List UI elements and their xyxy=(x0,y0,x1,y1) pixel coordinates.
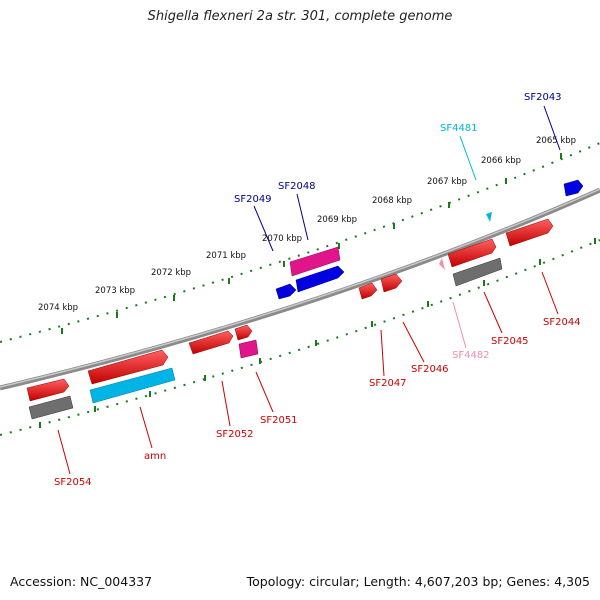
gene-sf2048 xyxy=(295,265,345,293)
genome-backbone xyxy=(0,187,600,391)
scale-label-2066: 2066 kbp xyxy=(481,156,521,166)
gene-sf2052 xyxy=(188,330,234,355)
label-sf2051: SF2051 xyxy=(260,415,298,426)
leader-sf2052 xyxy=(221,380,231,427)
scale-label-2069: 2069 kbp xyxy=(317,215,357,225)
gene-sf2047 xyxy=(358,282,378,300)
gene-sf2046 xyxy=(380,273,403,293)
scale-label-2068: 2068 kbp xyxy=(372,196,412,206)
gene-sf2044 xyxy=(505,218,554,247)
leader-sf2048 xyxy=(296,193,309,241)
leader-sf2044 xyxy=(541,271,559,315)
leader-sf2046 xyxy=(402,321,425,363)
gene-sf2045 xyxy=(447,238,497,268)
label-sf2044: SF2044 xyxy=(543,317,581,328)
gene-sf2054 xyxy=(26,378,70,402)
label-sf2049: SF2049 xyxy=(234,194,272,205)
scale-label-2065: 2065 kbp xyxy=(536,136,576,146)
topology-text: Topology: circular; Length: 4,607,203 bp… xyxy=(246,574,590,589)
label-sf2043: SF2043 xyxy=(524,92,562,103)
leader-sf2054 xyxy=(57,429,71,475)
leader-sf4481 xyxy=(459,135,477,181)
scale-label-2072: 2072 kbp xyxy=(151,268,191,278)
label-sf4482: SF4482 xyxy=(452,350,490,361)
gene-amn-cyan xyxy=(89,367,176,404)
gene-sf2043 xyxy=(563,179,584,197)
gene-sf4482 xyxy=(439,258,445,270)
gene-sf4481 xyxy=(486,212,492,222)
major-ticks xyxy=(39,153,596,428)
gene-sf2045-gray xyxy=(452,257,503,287)
gene-sf2049 xyxy=(275,283,297,300)
leader-sf2043 xyxy=(543,105,561,151)
leader-amn xyxy=(139,406,153,449)
scale-label-2074: 2074 kbp xyxy=(38,303,78,313)
gene-sf2054-gray xyxy=(28,395,74,420)
gene-sf2051-magenta xyxy=(238,339,259,359)
leader-lines xyxy=(57,105,561,475)
leader-sf2051 xyxy=(255,371,274,413)
leader-sf2049 xyxy=(253,205,274,252)
scale-label-2070: 2070 kbp xyxy=(262,234,302,244)
leader-sf2045 xyxy=(483,291,503,334)
label-sf2046: SF2046 xyxy=(411,364,449,375)
label-amn: amn xyxy=(144,451,166,462)
gene-labels: SF2043 SF4481 SF2048 SF2049 SF2044 SF204… xyxy=(54,92,581,488)
label-sf2052: SF2052 xyxy=(216,429,254,440)
scale-label-2067: 2067 kbp xyxy=(427,177,467,187)
label-sf4481: SF4481 xyxy=(440,123,478,134)
scale-labels: 2074 kbp 2073 kbp 2072 kbp 2071 kbp 2070… xyxy=(38,136,576,313)
label-sf2045: SF2045 xyxy=(491,336,529,347)
gene-amn xyxy=(87,349,169,385)
genes xyxy=(26,179,584,420)
label-sf2054: SF2054 xyxy=(54,477,92,488)
gene-sf2048-magenta xyxy=(289,246,341,277)
leader-sf2047 xyxy=(380,329,385,377)
scale-label-2073: 2073 kbp xyxy=(95,286,135,296)
accession-text: Accession: NC_004337 xyxy=(10,574,153,589)
scale-label-2071: 2071 kbp xyxy=(206,251,246,261)
gene-sf2051 xyxy=(234,324,253,341)
label-sf2048: SF2048 xyxy=(278,181,316,192)
map-title: Shigella flexneri 2a str. 301, complete … xyxy=(147,9,453,24)
label-sf2047: SF2047 xyxy=(369,378,407,389)
leader-sf4482 xyxy=(452,301,467,349)
genome-backbone-highlight xyxy=(0,188,600,388)
